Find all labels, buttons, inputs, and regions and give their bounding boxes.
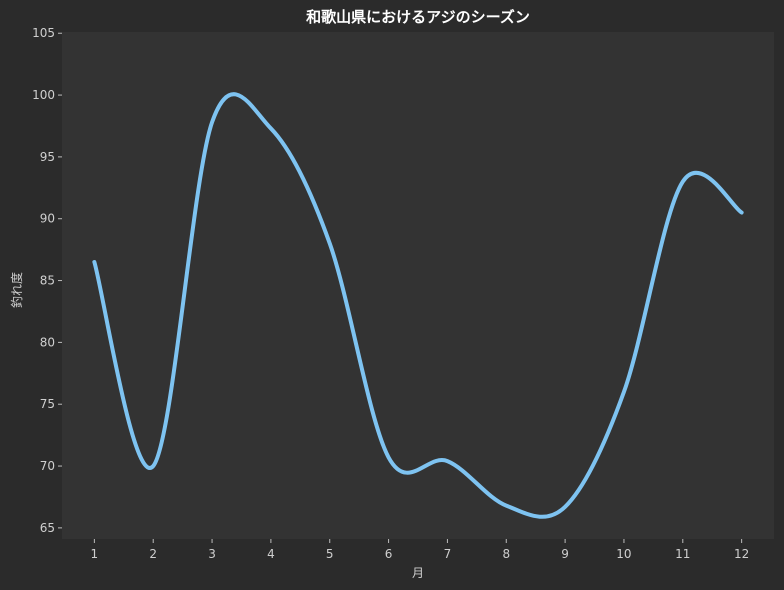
- y-tick-label: 95: [40, 150, 55, 164]
- x-tick-label: 2: [149, 547, 157, 561]
- y-tick-label: 65: [40, 521, 55, 535]
- y-tick-label: 70: [40, 459, 55, 473]
- x-tick-label: 12: [734, 547, 749, 561]
- series-line: [92, 92, 744, 519]
- x-tick-label: 6: [385, 547, 393, 561]
- x-tick-label: 3: [208, 547, 216, 561]
- x-tick-label: 1: [91, 547, 99, 561]
- y-tick-label: 90: [40, 212, 55, 226]
- y-tick-label: 75: [40, 397, 55, 411]
- y-tick-label: 80: [40, 335, 55, 349]
- x-axis-label: 月: [412, 566, 424, 580]
- x-tick-label: 10: [616, 547, 631, 561]
- x-tick-label: 11: [675, 547, 690, 561]
- x-axis: 1 2 3 4 5 6 7 8 9 10 11 12: [91, 539, 749, 561]
- chart-title: 和歌山県におけるアジのシーズン: [306, 8, 530, 26]
- plot-area: [62, 32, 774, 539]
- y-axis: 65 70 75 80 85 90 95 100 105: [32, 26, 62, 535]
- x-tick-label: 4: [267, 547, 275, 561]
- y-tick-label: 85: [40, 274, 55, 288]
- y-axis-label: 釣れ度: [9, 272, 24, 308]
- x-tick-label: 5: [326, 547, 334, 561]
- x-tick-label: 7: [444, 547, 452, 561]
- y-tick-label: 100: [32, 88, 55, 102]
- x-tick-label: 9: [561, 547, 569, 561]
- y-tick-label: 105: [32, 26, 55, 40]
- x-tick-label: 8: [502, 547, 510, 561]
